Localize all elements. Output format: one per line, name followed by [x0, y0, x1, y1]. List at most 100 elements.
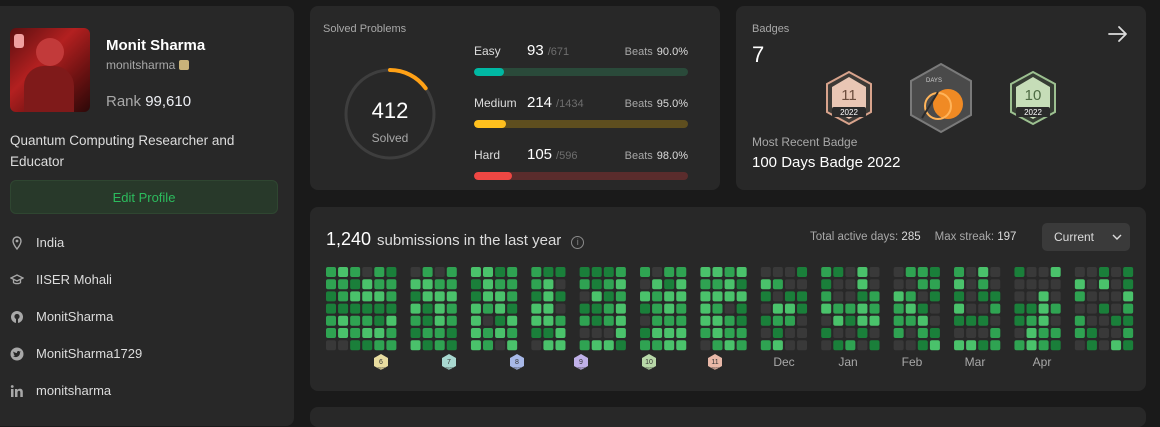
- heatmap-cell[interactable]: [760, 328, 771, 338]
- heatmap-cell[interactable]: [845, 267, 856, 277]
- heatmap-cell[interactable]: [555, 328, 566, 338]
- heatmap-cell[interactable]: [338, 315, 349, 326]
- avatar[interactable]: [10, 28, 90, 112]
- heatmap-cell[interactable]: [1038, 315, 1049, 326]
- heatmap-cell[interactable]: [555, 303, 566, 314]
- heatmap-cell[interactable]: [736, 279, 747, 290]
- heatmap-cell[interactable]: [784, 303, 795, 314]
- heatmap-cell[interactable]: [615, 291, 626, 302]
- heatmap-cell[interactable]: [483, 291, 494, 302]
- heatmap-cell[interactable]: [833, 267, 844, 277]
- heatmap-cell[interactable]: [434, 267, 445, 277]
- heatmap-cell[interactable]: [797, 303, 808, 314]
- heatmap-cell[interactable]: [736, 328, 747, 338]
- heatmap-cell[interactable]: [410, 328, 421, 338]
- heatmap-cell[interactable]: [386, 267, 397, 277]
- heatmap-cell[interactable]: [1111, 340, 1122, 351]
- heatmap-cell[interactable]: [772, 315, 783, 326]
- heatmap-cell[interactable]: [640, 291, 651, 302]
- heatmap-cell[interactable]: [422, 328, 433, 338]
- heatmap-cell[interactable]: [1086, 315, 1097, 326]
- heatmap-cell[interactable]: [990, 328, 1001, 338]
- heatmap-cell[interactable]: [1086, 328, 1097, 338]
- heatmap-cell[interactable]: [410, 340, 421, 351]
- heatmap-cell[interactable]: [410, 291, 421, 302]
- heatmap-cell[interactable]: [760, 291, 771, 302]
- heatmap-cell[interactable]: [615, 279, 626, 290]
- twitter-link[interactable]: MonitSharma1729: [36, 346, 143, 361]
- heatmap-cell[interactable]: [797, 315, 808, 326]
- edit-profile-button[interactable]: Edit Profile: [10, 180, 278, 214]
- heatmap-cell[interactable]: [929, 340, 940, 351]
- heatmap-cell[interactable]: [326, 340, 336, 351]
- heatmap-cell[interactable]: [893, 303, 904, 314]
- heatmap-cell[interactable]: [664, 303, 675, 314]
- heatmap-cell[interactable]: [374, 328, 385, 338]
- heatmap-cell[interactable]: [1038, 291, 1049, 302]
- heatmap-cell[interactable]: [1123, 279, 1134, 290]
- year-select[interactable]: Current: [1042, 223, 1130, 251]
- heatmap-cell[interactable]: [446, 328, 457, 338]
- heatmap-cell[interactable]: [821, 267, 832, 277]
- heatmap-cell[interactable]: [966, 328, 977, 338]
- heatmap-cell[interactable]: [700, 279, 711, 290]
- heatmap-cell[interactable]: [531, 267, 542, 277]
- heatmap-cell[interactable]: [893, 279, 904, 290]
- heatmap-cell[interactable]: [857, 303, 868, 314]
- heatmap-cell[interactable]: [603, 328, 614, 338]
- heatmap-cell[interactable]: [446, 279, 457, 290]
- heatmap-cell[interactable]: [483, 279, 494, 290]
- heatmap-cell[interactable]: [1098, 303, 1109, 314]
- heatmap-cell[interactable]: [1111, 328, 1122, 338]
- heatmap-cell[interactable]: [374, 267, 385, 277]
- heatmap-cell[interactable]: [966, 279, 977, 290]
- heatmap-cell[interactable]: [1026, 291, 1037, 302]
- heatmap-cell[interactable]: [422, 303, 433, 314]
- heatmap-cell[interactable]: [1026, 303, 1037, 314]
- heatmap-cell[interactable]: [543, 328, 554, 338]
- heatmap-cell[interactable]: [615, 303, 626, 314]
- heatmap-cell[interactable]: [483, 328, 494, 338]
- heatmap-cell[interactable]: [422, 267, 433, 277]
- heatmap-cell[interactable]: [603, 340, 614, 351]
- heatmap-cell[interactable]: [507, 279, 518, 290]
- heatmap-cell[interactable]: [857, 267, 868, 277]
- heatmap-cell[interactable]: [591, 279, 602, 290]
- heatmap-cell[interactable]: [374, 279, 385, 290]
- heatmap-cell[interactable]: [434, 315, 445, 326]
- heatmap-cell[interactable]: [434, 279, 445, 290]
- heatmap-cell[interactable]: [857, 291, 868, 302]
- github-link[interactable]: MonitSharma: [36, 309, 114, 324]
- heatmap-cell[interactable]: [603, 267, 614, 277]
- heatmap-cell[interactable]: [760, 303, 771, 314]
- twitter-row[interactable]: MonitSharma1729: [10, 346, 142, 361]
- heatmap-cell[interactable]: [362, 267, 373, 277]
- heatmap-cell[interactable]: [978, 315, 989, 326]
- heatmap-cell[interactable]: [954, 303, 965, 314]
- heatmap-cell[interactable]: [917, 267, 928, 277]
- heatmap-cell[interactable]: [700, 267, 711, 277]
- heatmap-cell[interactable]: [664, 340, 675, 351]
- heatmap-cell[interactable]: [470, 267, 481, 277]
- heatmap-cell[interactable]: [736, 303, 747, 314]
- arrow-right-icon[interactable]: [1106, 22, 1130, 46]
- heatmap-cell[interactable]: [374, 315, 385, 326]
- heatmap-cell[interactable]: [954, 315, 965, 326]
- heatmap-cell[interactable]: [603, 291, 614, 302]
- heatmap-cell[interactable]: [905, 328, 916, 338]
- heatmap-cell[interactable]: [422, 279, 433, 290]
- heatmap-cell[interactable]: [591, 303, 602, 314]
- heatmap-cell[interactable]: [1014, 279, 1025, 290]
- heatmap-cell[interactable]: [555, 291, 566, 302]
- heatmap-cell[interactable]: [736, 340, 747, 351]
- heatmap-cell[interactable]: [495, 279, 506, 290]
- heatmap-cell[interactable]: [869, 267, 880, 277]
- heatmap-cell[interactable]: [531, 328, 542, 338]
- heatmap-cell[interactable]: [386, 279, 397, 290]
- heatmap-cell[interactable]: [845, 315, 856, 326]
- heatmap-cell[interactable]: [1074, 340, 1085, 351]
- heatmap-cell[interactable]: [797, 267, 808, 277]
- heatmap-cell[interactable]: [905, 303, 916, 314]
- heatmap-cell[interactable]: [422, 340, 433, 351]
- heatmap-cell[interactable]: [591, 291, 602, 302]
